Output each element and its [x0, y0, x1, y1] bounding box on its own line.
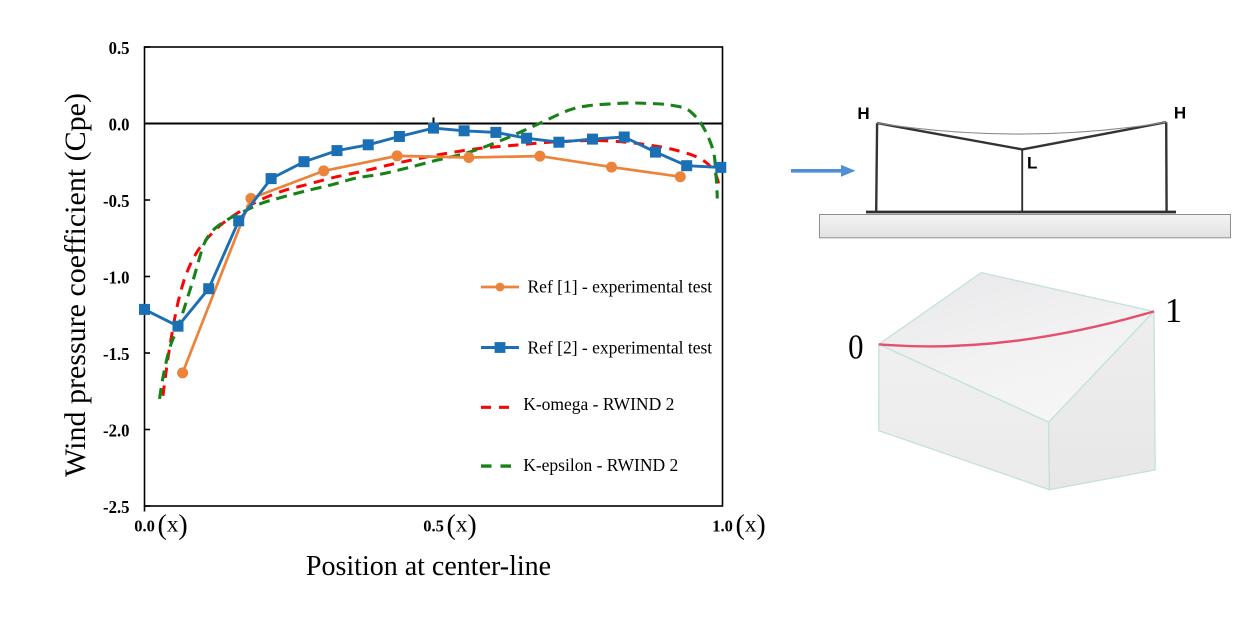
svg-text:0: 0	[848, 329, 863, 367]
svg-text:Position at center-line: Position at center-line	[306, 551, 551, 582]
svg-text:-0.5: -0.5	[103, 191, 130, 211]
svg-text:-1.5: -1.5	[103, 344, 130, 364]
svg-text:(x): (x)	[447, 510, 477, 541]
svg-text:Ref [2] - experimental test: Ref [2] - experimental test	[528, 338, 713, 358]
svg-text:-2.0: -2.0	[103, 421, 130, 441]
svg-text:(x): (x)	[158, 510, 188, 541]
svg-text:K-epsilon - RWIND 2: K-epsilon - RWIND 2	[523, 455, 678, 475]
svg-text:1.0: 1.0	[712, 517, 733, 536]
svg-text:0.0: 0.0	[134, 517, 155, 536]
svg-text:-1.0: -1.0	[103, 268, 130, 288]
svg-text:H: H	[1174, 104, 1186, 123]
svg-text:Wind pressure coefficient (Cpe: Wind pressure coefficient (Cpe)	[59, 93, 92, 477]
svg-text:L: L	[1027, 154, 1037, 173]
svg-text:0.5: 0.5	[423, 517, 444, 536]
svg-text:0.5: 0.5	[109, 38, 130, 58]
svg-text:H: H	[857, 104, 869, 123]
svg-text:(x): (x)	[736, 510, 766, 541]
svg-text:-2.5: -2.5	[103, 497, 130, 517]
svg-text:Ref [1] - experimental test: Ref [1] - experimental test	[528, 276, 713, 296]
svg-text:1: 1	[1165, 291, 1183, 330]
svg-text:0.0: 0.0	[109, 115, 130, 135]
svg-text:K-omega - RWIND 2: K-omega - RWIND 2	[523, 394, 674, 414]
